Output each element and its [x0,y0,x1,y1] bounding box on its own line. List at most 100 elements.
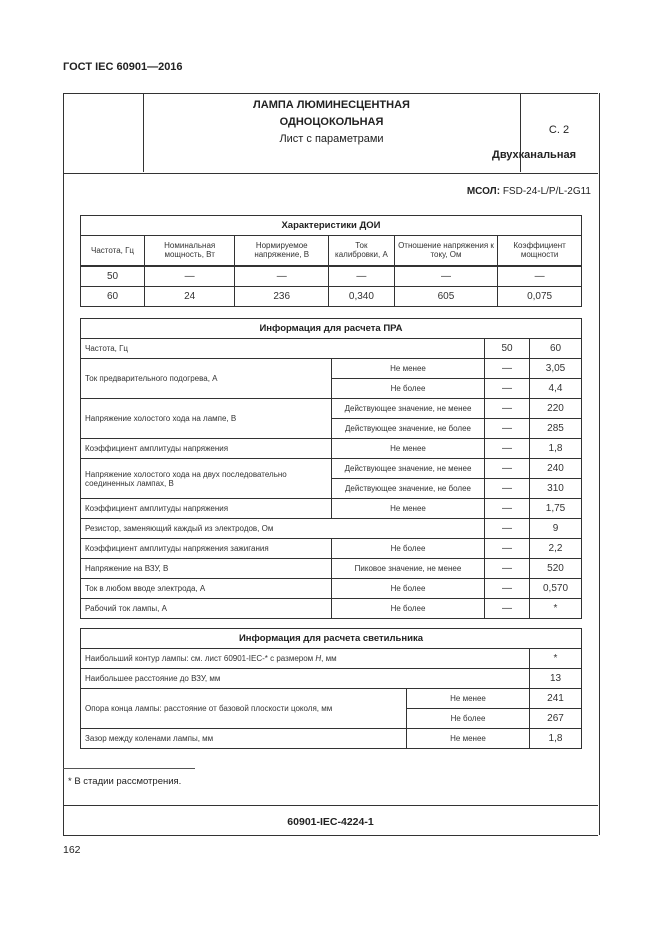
param: Рабочий ток лампы, А [80,598,332,619]
column-header: Частота, Гц [80,235,145,266]
page-number: 162 [63,844,81,856]
cell: 236 [234,285,330,307]
pra-table: Информация для расчета ПРА Частота, Гц 50… [80,318,582,619]
param: Наибольшее расстояние до ВЗУ, мм [80,668,530,689]
cell: — [328,265,395,287]
value: 285 [529,418,582,439]
standard-id: ГОСТ IEC 60901—2016 [63,61,183,73]
value: — [484,478,530,499]
cell: 50 [80,265,145,287]
value: 220 [529,398,582,419]
cell: 24 [143,285,236,307]
param: Коэффициент амплитуды напряжения зажиган… [80,538,332,559]
param: Напряжение холостого хода на двух послед… [80,458,332,499]
table-row: Зазор между коленами лампы, мм Не менее 1,… [80,728,582,749]
condition: Действующее значение, не менее [331,458,485,479]
divider [143,93,144,172]
value: * [529,598,582,619]
table-row: 60 24 236 0,340 605 0,075 [80,285,582,307]
param: Резистор, заменяющий каждый из электродо… [80,518,485,539]
column-header: Отношение напряжения к току, Ом [393,235,499,266]
variant-label: Двухканальная [491,149,576,161]
param: Ток предварительного подогрева, А [80,358,332,399]
sheet-code: 60901-IEC-4224-1 [287,816,374,828]
value: — [484,518,530,539]
column-header: Коэффициент мощности [497,235,582,266]
condition: Не менее [331,498,485,519]
condition: Не более [406,708,530,729]
table-row: Наибольший контур лампы: см. лист 60901-… [80,648,582,669]
condition: Действующее значение, не менее [331,398,485,419]
condition: Не более [331,578,485,599]
cell: — [234,265,330,287]
value: 1,8 [529,728,582,749]
table-row: Не более —4,4 [81,378,582,399]
condition: Действующее значение, не более [331,418,485,439]
table-title: Информация для расчета светильника [80,628,582,649]
param: Ток в любом вводе электрода, А [80,578,332,599]
msol-code: МСОЛ: FSD-24-L/P/L-2G11 [467,186,591,197]
title-line-1: ЛАМПА ЛЮМИНЕСЦЕНТНАЯ [253,99,410,111]
table-row: Наибольшее расстояние до ВЗУ, мм 13 [80,668,582,689]
freq-50: 50 [484,338,530,359]
value: 9 [529,518,582,539]
value: 0,570 [529,578,582,599]
param: Наибольший контур лампы: см. лист 60901-… [80,648,530,669]
value: 520 [529,558,582,579]
condition: Не более [331,538,485,559]
param: Опора конца лампы: расстояние от базовой… [80,688,407,729]
footnote-divider [63,768,195,769]
table-row: Ток в любом вводе электрода, А Не более —0… [80,578,582,599]
sheet-page: С. 2 [548,124,570,136]
param: Коэффициент амплитуды напряжения [80,498,332,519]
table-row: Коэффициент амплитуды напряжения Не менее… [80,498,582,519]
freq-label: Частота, Гц [80,338,485,359]
param: Зазор между коленами лампы, мм [80,728,407,749]
footnote: * В стадии рассмотрения. [68,776,182,787]
value: — [484,398,530,419]
value: * [529,648,582,669]
condition: Пиковое значение, не менее [331,558,485,579]
condition: Не более [331,378,485,399]
table-row: Коэффициент амплитуды напряжения зажиган… [80,538,582,559]
cell: 0,340 [328,285,395,307]
value: — [484,498,530,519]
table-row: Опора конца лампы: расстояние от базовой… [80,688,582,729]
value: — [484,438,530,459]
column-header: Нормируемое напряжение, В [234,235,330,266]
param: Напряжение холостого хода на лампе, В [80,398,332,439]
param: Коэффициент амплитуды напряжения [80,438,332,459]
cell: — [143,265,236,287]
value: 1,75 [529,498,582,519]
cell: 60 [80,285,145,307]
value: — [484,458,530,479]
table-title: Информация для расчета ПРА [80,318,582,339]
value: — [484,578,530,599]
table-title: Характеристики ДОИ [80,215,582,236]
table-row: Рабочий ток лампы, А Не более — * [80,598,582,619]
value: — [484,418,530,439]
luminaire-table: Информация для расчета светильника Наибо… [80,628,582,749]
value: 13 [529,668,582,689]
value: — [484,538,530,559]
value: 1,8 [529,438,582,459]
condition: Не более [331,598,485,619]
table-row: Коэффициент амплитуды напряжения Не менее… [80,438,582,459]
condition: Не менее [331,438,485,459]
value: 310 [529,478,582,499]
doi-table: Характеристики ДОИ Частота, Гц Номинальн… [80,215,582,307]
sheet-subtitle: Лист с параметрами [279,133,384,145]
cell: — [497,265,582,287]
title-line-2: ОДНОЦОКОЛЬНАЯ [279,116,384,128]
table-row: Ток предварительного подогрева, А Не мене… [80,358,582,399]
column-header: Номинальная мощность, Вт [143,235,236,266]
value: 267 [529,708,582,729]
condition: Не менее [331,358,485,379]
table-row: Не более 267 [81,708,582,729]
condition: Действующее значение, не более [331,478,485,499]
table-row: Напряжение холостого хода на лампе, В Дей… [80,398,582,439]
divider [63,805,598,806]
freq-60: 60 [529,338,582,359]
column-header: Ток калибровки, А [328,235,395,266]
divider [520,93,521,172]
